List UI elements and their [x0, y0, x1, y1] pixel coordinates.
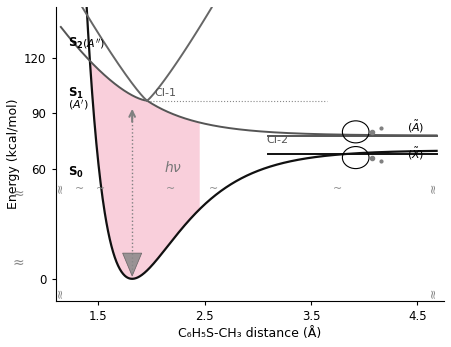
Text: ≈: ≈ [13, 256, 24, 270]
Text: ≈: ≈ [427, 183, 440, 193]
Text: $(A^{\prime})$: $(A^{\prime})$ [68, 98, 89, 112]
Text: ~: ~ [96, 184, 105, 194]
Text: $\mathbf{S_0}$: $\mathbf{S_0}$ [68, 165, 84, 180]
Text: ~: ~ [75, 184, 85, 194]
Y-axis label: Energy (kcal/mol): Energy (kcal/mol) [7, 99, 20, 209]
Text: $\mathbf{S_2}$: $\mathbf{S_2}$ [68, 36, 84, 51]
Text: $(\tilde{A})$: $(\tilde{A})$ [407, 119, 424, 135]
Text: $(A^{\prime\prime})$: $(A^{\prime\prime})$ [79, 37, 105, 51]
Text: ≈: ≈ [54, 183, 67, 193]
Text: ≈: ≈ [54, 287, 67, 298]
Text: ~: ~ [208, 184, 218, 194]
Polygon shape [123, 253, 142, 276]
Text: ≈: ≈ [13, 187, 24, 201]
Text: CI-1: CI-1 [155, 88, 176, 98]
Text: ≈: ≈ [427, 287, 440, 298]
Text: CI-2: CI-2 [266, 135, 288, 145]
Text: $(\tilde{X})$: $(\tilde{X})$ [407, 146, 424, 162]
Text: ~: ~ [166, 184, 175, 194]
X-axis label: C₆H₅S-CH₃ distance (Å): C₆H₅S-CH₃ distance (Å) [178, 327, 322, 340]
Text: ~: ~ [333, 184, 342, 194]
Text: $h\nu$: $h\nu$ [164, 160, 182, 175]
Text: $\mathbf{S_1}$: $\mathbf{S_1}$ [68, 86, 84, 101]
